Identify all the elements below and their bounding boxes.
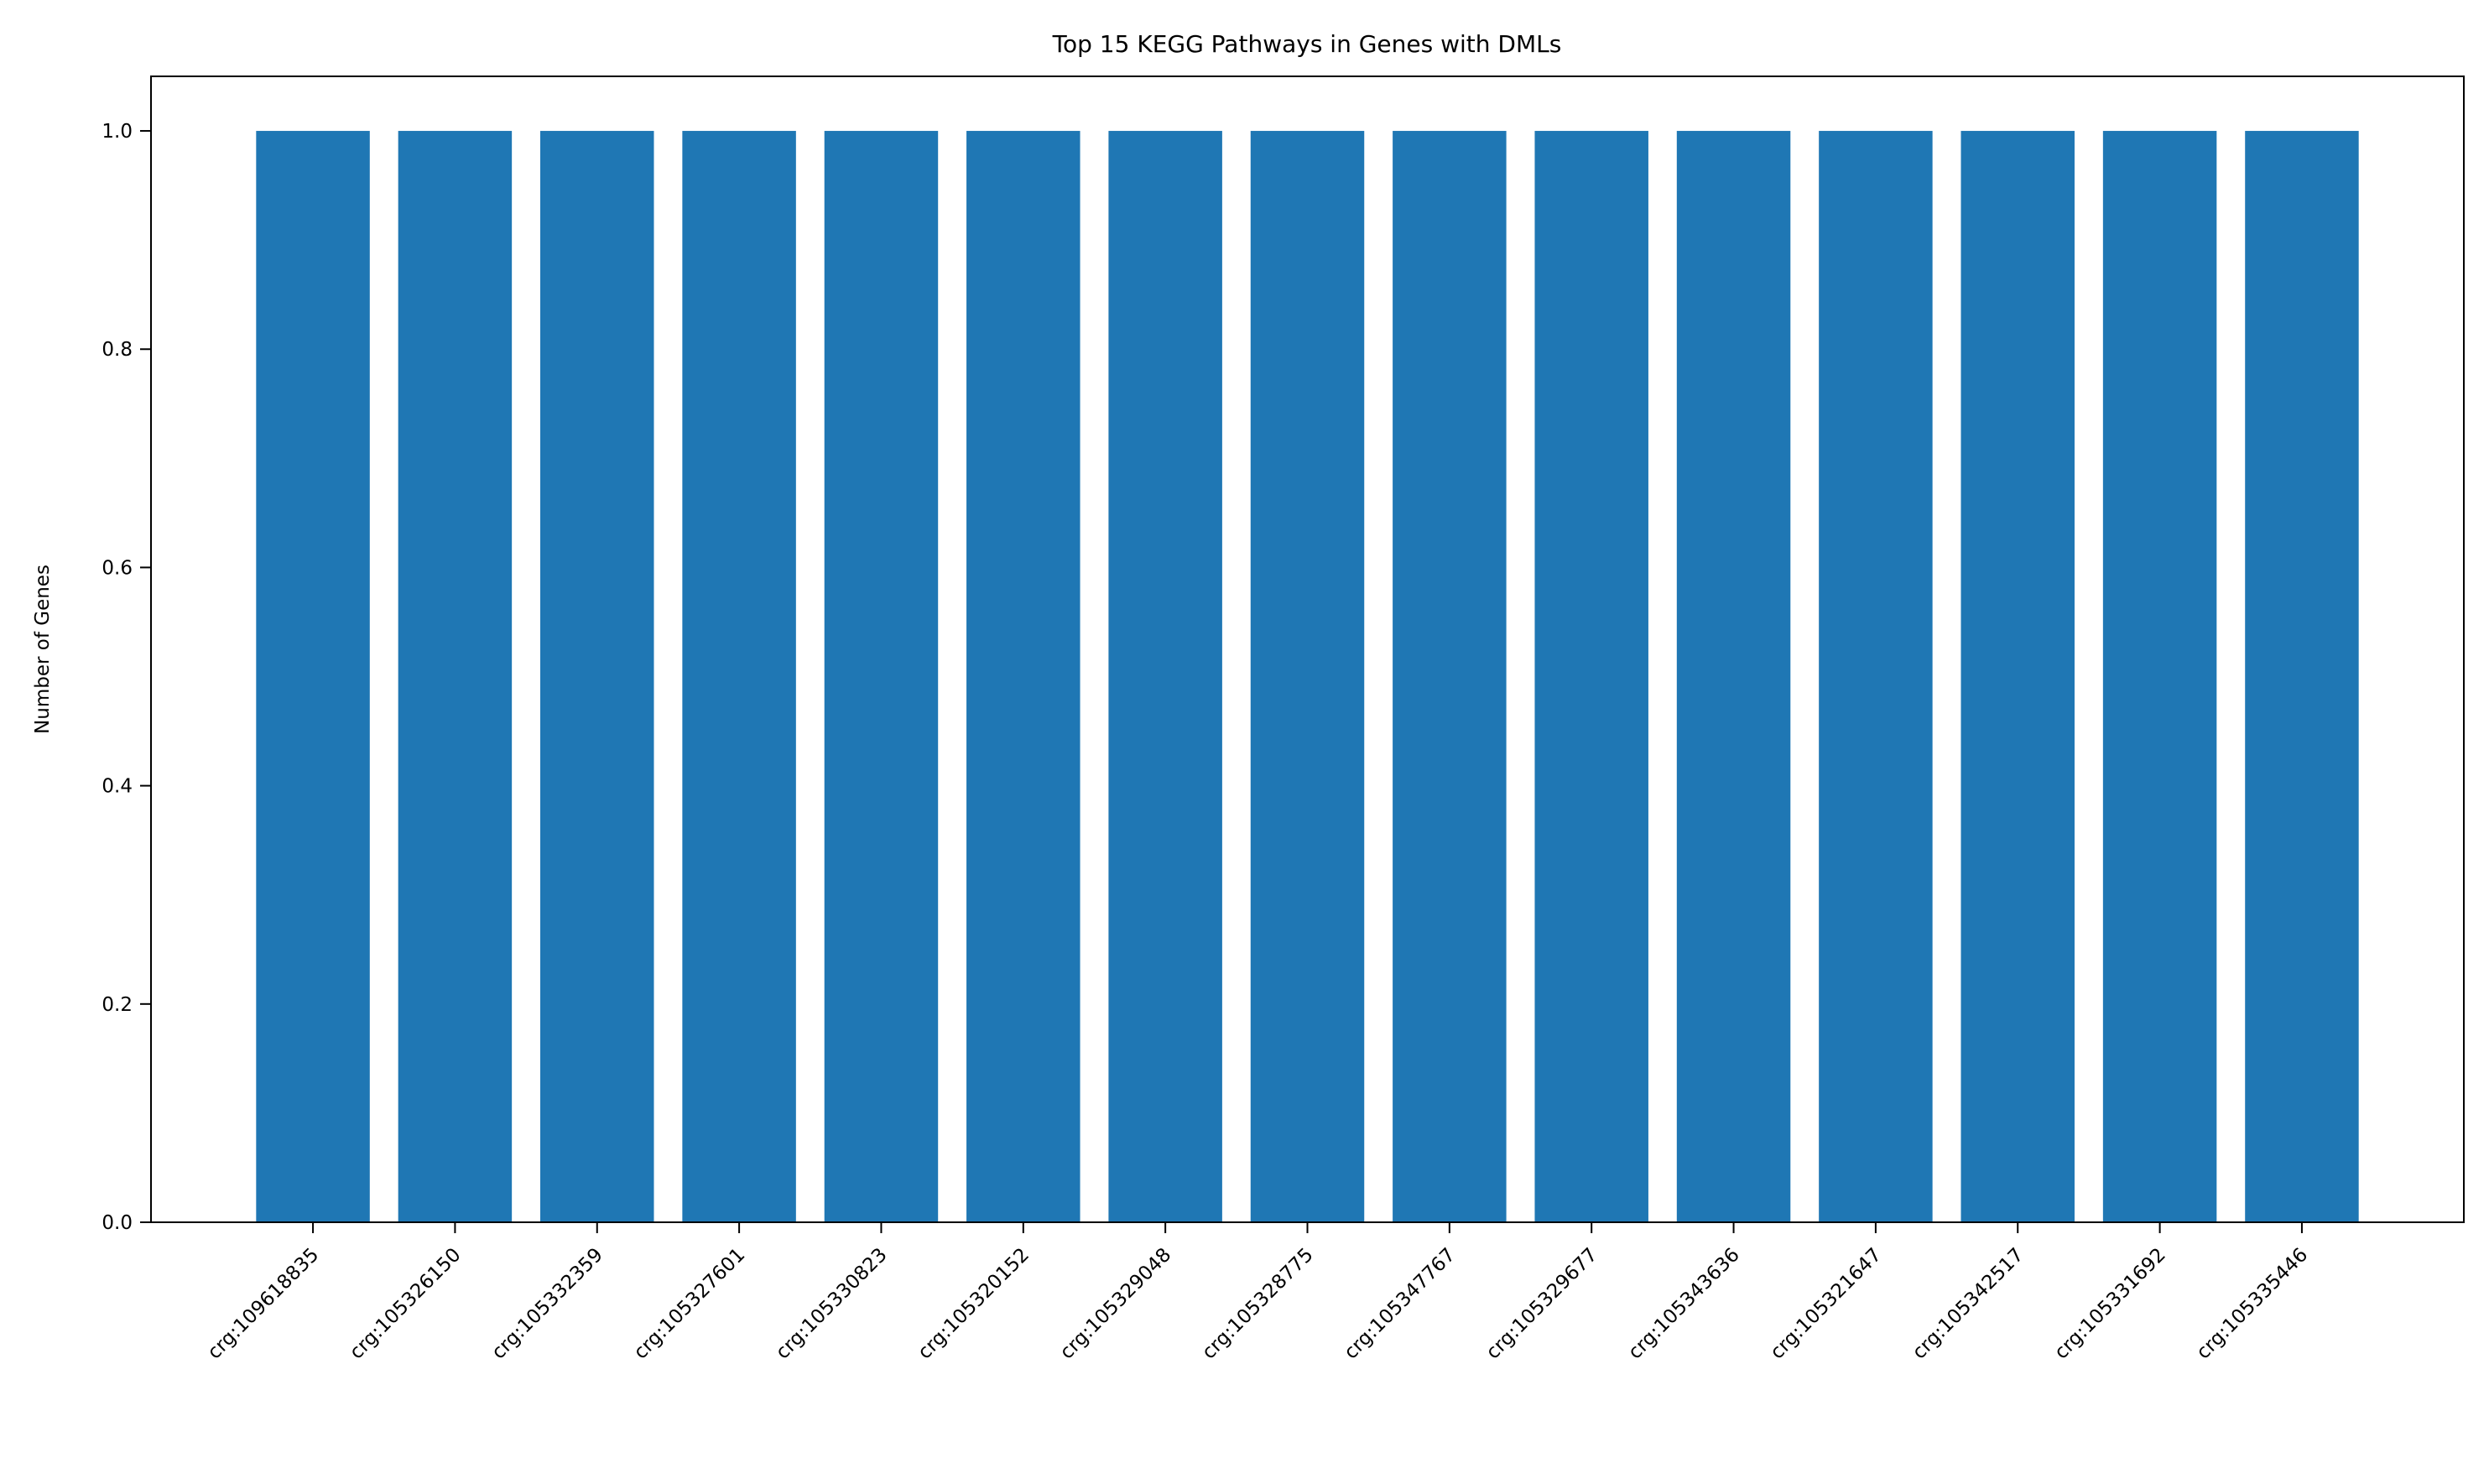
y-tick-label: 0.2 (102, 994, 133, 1016)
bar (1819, 131, 1933, 1223)
bar (2102, 131, 2217, 1223)
x-tick-label: crg:105329677 (1482, 1244, 1602, 1364)
x-tick-label: crg:105343636 (1624, 1244, 1744, 1364)
x-tick-label: crg:105329048 (1056, 1244, 1176, 1364)
x-tick-label: crg:105332359 (487, 1244, 607, 1364)
x-tick-label: crg:105327601 (630, 1244, 750, 1364)
bar (256, 131, 370, 1223)
bar (1250, 131, 1365, 1223)
bar (682, 131, 796, 1223)
bar (1960, 131, 2075, 1223)
bar (398, 131, 513, 1223)
x-tick-label: crg:105321647 (1766, 1244, 1886, 1364)
x-tick-label: crg:105347767 (1340, 1244, 1460, 1364)
x-tick-label: crg:105328775 (1198, 1244, 1318, 1364)
x-tick-label: crg:105326150 (346, 1244, 466, 1364)
y-tick-label: 0.4 (102, 776, 133, 798)
y-tick-label: 0.6 (102, 557, 133, 579)
bar (966, 131, 1080, 1223)
x-tick-label: crg:109618835 (204, 1244, 324, 1364)
bar (824, 131, 939, 1223)
y-axis-label: Number of Genes (32, 565, 54, 734)
plot-frame (150, 76, 2465, 1223)
y-tick-label: 1.0 (102, 121, 133, 143)
bar (540, 131, 654, 1223)
x-tick-label: crg:105335446 (2193, 1244, 2313, 1364)
y-tick-label: 0.0 (102, 1212, 133, 1234)
chart-title: Top 15 KEGG Pathways in Genes with DMLs (1052, 30, 1562, 58)
x-tick-label: crg:105331692 (2050, 1244, 2170, 1364)
bar (1393, 131, 1507, 1223)
bar (1676, 131, 1791, 1223)
bar (1108, 131, 1222, 1223)
bar (1534, 131, 1648, 1223)
x-tick-label: crg:105320152 (914, 1244, 1034, 1364)
x-tick-label: crg:105342517 (1908, 1244, 2028, 1364)
x-tick-label: crg:105330823 (772, 1244, 892, 1364)
y-tick-label: 0.8 (102, 339, 133, 361)
bar (2245, 131, 2359, 1223)
